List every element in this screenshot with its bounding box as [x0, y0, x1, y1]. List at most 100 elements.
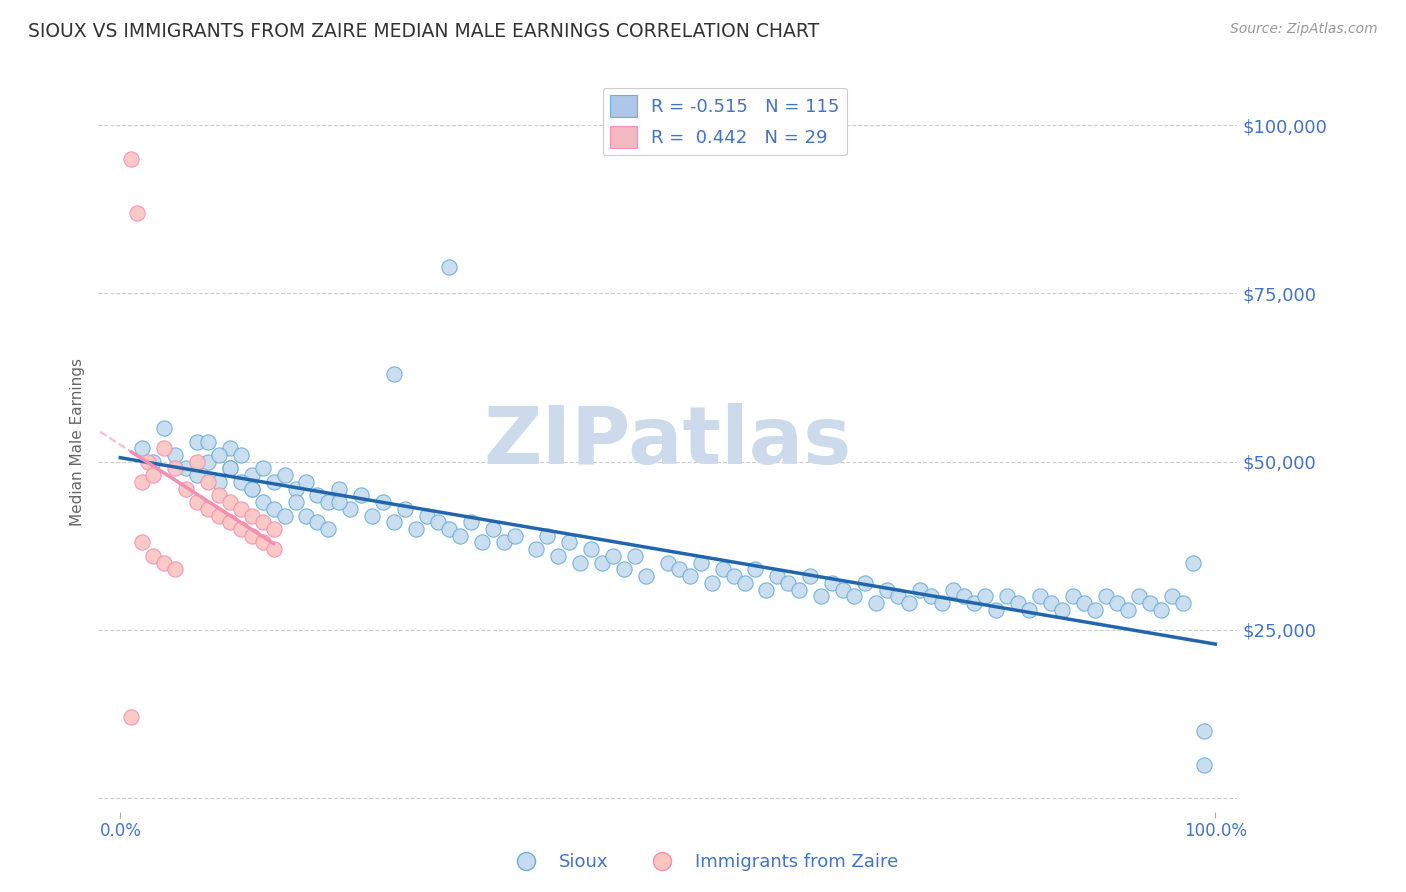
Point [579, 542, 602, 557]
Point [197, 475, 219, 489]
Point [273, 468, 295, 483]
Point [240, 482, 263, 496]
Text: SIOUX VS IMMIGRANTS FROM ZAIRE MEDIAN MALE EARNINGS CORRELATION CHART: SIOUX VS IMMIGRANTS FROM ZAIRE MEDIAN MA… [28, 22, 820, 41]
Point [240, 508, 263, 523]
Point [1062, 590, 1084, 604]
Point [723, 569, 745, 583]
Point [624, 549, 647, 563]
Point [1050, 603, 1073, 617]
Point [842, 590, 865, 604]
Point [131, 475, 153, 489]
Point [569, 556, 592, 570]
Point [974, 590, 997, 604]
Point [1073, 596, 1095, 610]
Point [339, 501, 361, 516]
Point [1194, 757, 1216, 772]
Point [165, 562, 187, 576]
Point [284, 495, 307, 509]
Y-axis label: Median Male Earnings: Median Male Earnings [70, 358, 86, 525]
Point [744, 562, 766, 576]
Point [1116, 603, 1139, 617]
Point [252, 495, 274, 509]
Point [1084, 603, 1107, 617]
Point [174, 482, 197, 496]
Point [920, 590, 942, 604]
Point [218, 461, 240, 475]
Point [229, 501, 252, 516]
Point [263, 501, 285, 516]
Point [995, 590, 1018, 604]
Point [252, 535, 274, 549]
Point [131, 535, 153, 549]
Point [252, 516, 274, 530]
Text: ZIPatlas: ZIPatlas [484, 402, 852, 481]
Point [986, 603, 1008, 617]
Point [766, 569, 789, 583]
Point [284, 482, 307, 496]
Point [1160, 590, 1182, 604]
Point [263, 522, 285, 536]
Point [165, 461, 187, 475]
Point [634, 569, 657, 583]
Point [1182, 556, 1205, 570]
Point [471, 535, 494, 549]
Point [1018, 603, 1040, 617]
Point [437, 522, 460, 536]
Point [426, 516, 449, 530]
Point [218, 516, 240, 530]
Point [295, 475, 318, 489]
Point [460, 516, 482, 530]
Point [186, 468, 208, 483]
Point [963, 596, 986, 610]
Point [240, 482, 263, 496]
Point [1105, 596, 1128, 610]
Point [361, 508, 384, 523]
Point [1149, 603, 1171, 617]
Point [679, 569, 702, 583]
Point [218, 495, 240, 509]
Point [865, 596, 887, 610]
Point [295, 508, 318, 523]
Point [218, 461, 240, 475]
Point [558, 535, 581, 549]
Point [186, 434, 208, 449]
Point [174, 461, 197, 475]
Point [897, 596, 920, 610]
Point [186, 495, 208, 509]
Point [208, 508, 231, 523]
Point [1040, 596, 1063, 610]
Point [382, 368, 405, 382]
Point [120, 710, 142, 724]
Point [142, 468, 165, 483]
Point [832, 582, 855, 597]
Point [787, 582, 810, 597]
Point [240, 529, 263, 543]
Point [1194, 723, 1216, 738]
Point [240, 468, 263, 483]
Point [307, 488, 329, 502]
Legend: Sioux, Immigrants from Zaire: Sioux, Immigrants from Zaire [501, 847, 905, 879]
Point [350, 488, 373, 502]
Point [778, 575, 800, 590]
Point [120, 152, 142, 166]
Point [876, 582, 898, 597]
Point [153, 421, 176, 435]
Point [942, 582, 965, 597]
Point [273, 508, 295, 523]
Point [208, 488, 231, 502]
Point [602, 549, 624, 563]
Point [229, 522, 252, 536]
Point [263, 542, 285, 557]
Point [208, 448, 231, 462]
Point [591, 556, 613, 570]
Legend: R = -0.515   N = 115, R =  0.442   N = 29: R = -0.515 N = 115, R = 0.442 N = 29 [603, 87, 846, 155]
Point [689, 556, 711, 570]
Point [853, 575, 876, 590]
Point [547, 549, 569, 563]
Point [1029, 590, 1052, 604]
Point [136, 455, 159, 469]
Point [197, 455, 219, 469]
Point [1095, 590, 1118, 604]
Point [382, 516, 405, 530]
Point [437, 260, 460, 274]
